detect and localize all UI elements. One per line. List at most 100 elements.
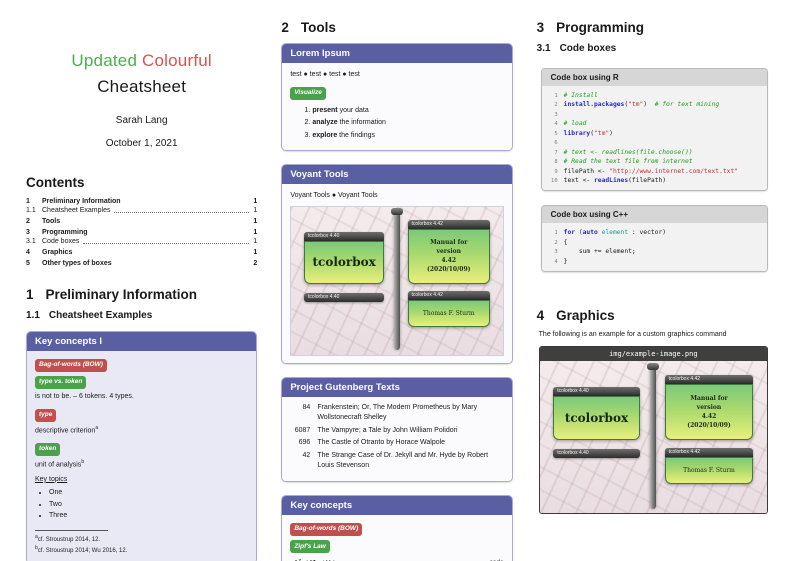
toc-label: Tools [42, 217, 61, 225]
version-bar-bottom-left: tcolorbox 4.40 [553, 449, 640, 459]
section-number: 2 [281, 20, 289, 35]
badge-bag-of-words: Bag-of-words (BOW) [35, 358, 107, 372]
toc-entry[interactable]: 5 Other types of boxes 2 [26, 260, 257, 267]
toc-label: Code boxes [42, 237, 80, 245]
manual-line: version [436, 248, 462, 256]
toc-leader [83, 242, 250, 244]
code-box-title: Code box using R [541, 69, 767, 86]
footnote-mark-b: b [81, 459, 85, 466]
step-text: the information [337, 119, 386, 127]
footnote-rule [35, 529, 108, 531]
toc-entry[interactable]: 3 Programming 1 [26, 229, 257, 236]
version-bar-bottom-left: tcolorbox 4.40 [304, 292, 385, 302]
gutenberg-title: The Strange Case of Dr. Jekyll and Mr. H… [317, 451, 489, 470]
gutenberg-title: The Vampyre; a Tale by John William Poli… [317, 426, 458, 434]
section-number: 1.1 [26, 309, 40, 321]
version-bar-top-left: tcolorbox 4.40 [553, 386, 640, 396]
dotted-entry: _äÄgtälg/()$ code [290, 558, 503, 561]
toc-entry[interactable]: 1 Preliminary Information 1 [26, 198, 257, 205]
voyant-tools-box: Voyant Tools Voyant Tools ● Voyant Tools… [281, 164, 513, 364]
toc-number: 1 [26, 197, 30, 205]
topic-item: One [49, 488, 248, 499]
manual-line: 4.42 [441, 257, 457, 265]
badge-bag-of-words: Bag-of-words (BOW) [290, 522, 363, 536]
column-left: Updated Colourful Cheatsheet Sarah Lang … [26, 14, 258, 561]
image-filename-caption: img/example-image.png [539, 347, 767, 362]
section-title: Programming [556, 20, 644, 35]
toc-page: 1 [253, 197, 258, 205]
test-bullet-line: test ● test ● test ● test [290, 71, 360, 78]
toc-entry[interactable]: 3.1 Code boxes 1 [26, 238, 257, 245]
toc-leader [114, 211, 250, 213]
lorem-ipsum-box: Lorem Ipsum test ● test ● test ● test Vi… [281, 43, 513, 152]
type-token-example: is not to be. – 6 tokens. 4 types. [35, 393, 134, 401]
author-box: Thomas F. Sturm [664, 456, 754, 485]
author-name: Sarah Lang [115, 114, 168, 126]
version-bar-top-right: tcolorbox 4.42 [664, 374, 754, 384]
badge-visualize: Visualize [290, 86, 326, 100]
toc-page: 1 [253, 206, 258, 214]
tcolorbox-wordmark: tcolorbox [312, 255, 376, 270]
key-topics-list: One Two Three [39, 488, 248, 522]
section-3-1-heading: 3.1 Code boxes [537, 43, 768, 54]
author-text: Thomas F. Sturm [422, 309, 475, 317]
manual-text: Manual for version 4.42 (2020/10/09) [687, 394, 730, 430]
gutenberg-box: Project Gutenberg Texts 84 Frankenstein;… [281, 376, 513, 482]
toc-entry[interactable]: 2 Tools 1 [26, 218, 257, 225]
section-title: Graphics [556, 308, 615, 324]
badge-zipfs-law: Zipf's Law [290, 540, 330, 554]
title-word-colourful: Colourful [142, 51, 212, 70]
section-3-heading: 3 Programming [537, 20, 768, 35]
toc-entry[interactable]: 1.1 Cheatsheet Examples 1 [26, 207, 257, 214]
box-body: Bag-of-words (BOW) type vs. token is not… [27, 350, 257, 561]
badge-type-vs-token: type vs. token [35, 375, 87, 390]
zipper-pull [390, 208, 403, 216]
zipper-pole [650, 365, 657, 509]
manual-text: Manual for version 4.42 (2020/10/09) [427, 238, 470, 274]
voyant-bullet-line: Voyant Tools ● Voyant Tools [290, 192, 378, 200]
box-body: Bag-of-words (BOW) Zipf's Law _äÄgtälg/(… [282, 514, 512, 561]
toc-number: 5 [26, 259, 30, 267]
page-title: Updated Colourful [26, 48, 257, 74]
step-keyword: analyze [312, 119, 338, 127]
step-item: analyze the information [312, 118, 503, 129]
key-concepts-2-box: Key concepts Bag-of-words (BOW) Zipf's L… [281, 494, 513, 561]
code-listing: 1 # Install 2 install.packages("tm") # for … [541, 86, 767, 191]
gutenberg-row: 6087 The Vampyre; a Tale by John William… [290, 426, 503, 437]
step-item: explore the findings [312, 131, 503, 142]
step-text: your data [337, 106, 369, 114]
manual-line: version [696, 404, 722, 412]
section-4-heading: 4 Graphics [537, 308, 768, 323]
badge-type: type [35, 408, 57, 422]
manual-line: (2020/10/09) [427, 266, 471, 274]
dotted-definition: code [490, 558, 504, 561]
footnote: bcf. Stroustrup 2014; Wu 2016, 12. [35, 545, 248, 556]
gutenberg-title: Frankenstein; Or, The Modern Prometheus … [317, 403, 478, 422]
gutenberg-id: 696 [298, 439, 311, 447]
gutenberg-row: 696 The Castle of Otranto by Horace Walp… [290, 438, 503, 449]
badge-token: token [35, 442, 61, 457]
step-item: present your data [312, 106, 503, 117]
section-title: Code boxes [559, 43, 617, 54]
gutenberg-row: 42 The Strange Case of Dr. Jekyll and Mr… [290, 451, 503, 472]
author-box: Thomas F. Sturm [407, 299, 490, 327]
manual-line: Manual for [690, 395, 728, 403]
r-code-box: Code box using R 1 # Install 2 install.pack… [540, 68, 768, 192]
section-title: Cheatsheet Examples [48, 309, 153, 321]
token-definition-text: unit of analysis [35, 461, 82, 469]
author-text: Thomas F. Sturm [683, 467, 735, 475]
section-2-heading: 2 Tools [281, 20, 512, 35]
toc-number: 3 [26, 228, 30, 236]
toc-entry[interactable]: 4 Graphics 1 [26, 249, 257, 256]
box-title: Key concepts [282, 495, 512, 515]
code-listing: 1 for (auto element : vector) 2{3 sum += e… [541, 223, 767, 272]
toc-label: Preliminary Information [42, 197, 121, 205]
section-1-heading: 1 Preliminary Information [26, 287, 257, 302]
footnote-text: cf. Stroustrup 2014, 12. [37, 536, 101, 543]
toc-number: 1.1 [26, 206, 36, 214]
zipper-pull [647, 362, 660, 370]
contents-heading: Contents [26, 174, 85, 190]
cpp-code-box: Code box using C++ 1 for (auto element : … [540, 205, 768, 273]
topic-item: Two [49, 500, 248, 511]
version-bar-top-left: tcolorbox 4.40 [304, 231, 385, 241]
